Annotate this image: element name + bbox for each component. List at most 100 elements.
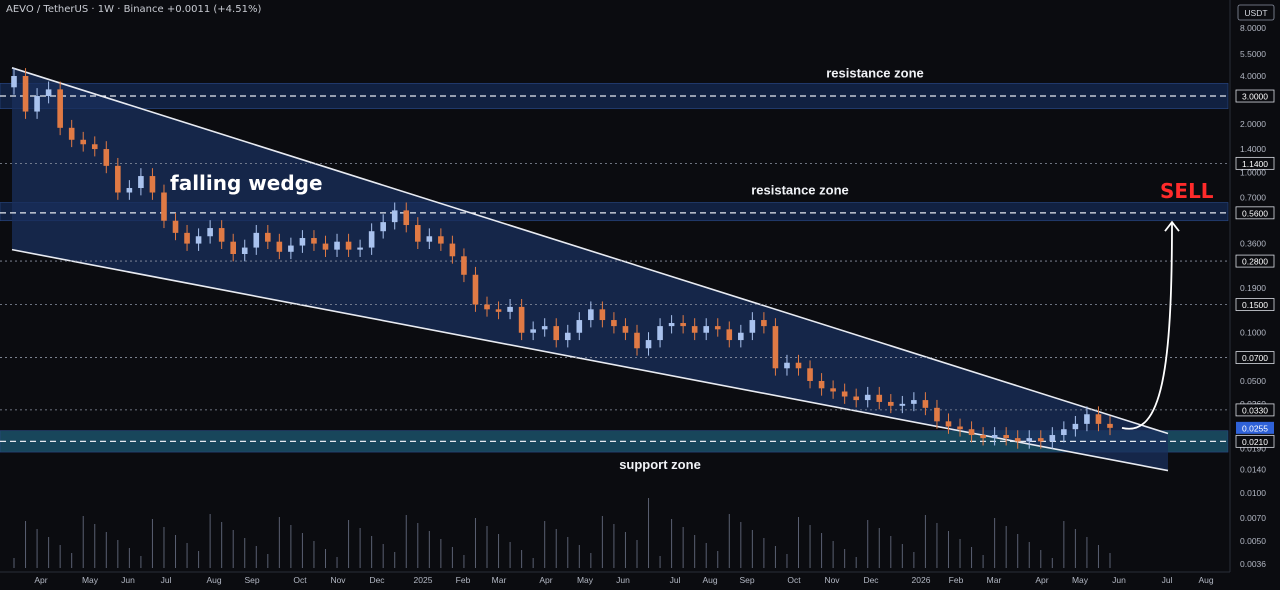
candle-body [1037,438,1044,442]
candle-body [1003,435,1009,439]
x-tick-label: Sep [739,575,754,585]
x-tick-label: Oct [293,575,307,585]
candle-body [888,401,894,406]
level-price-label: 0.0700 [1242,353,1268,363]
candle-body [911,400,917,404]
candle-body [391,210,398,223]
candle-body [1061,429,1067,436]
level-price-label: 0.0210 [1242,437,1268,447]
candle-body [357,247,363,250]
candle-body [853,396,859,401]
x-tick-label: Aug [1198,575,1213,585]
candle-body [772,326,779,369]
current-price-tag [1236,421,1274,434]
level-price-tag [1235,403,1275,417]
x-tick-label: Jun [616,575,630,585]
candle-body [564,332,571,341]
candle-body [588,309,594,321]
x-tick-label: Apr [539,575,552,585]
candle-body [841,391,848,397]
candle-body [276,241,283,252]
candle-body [68,127,75,140]
candle-body [876,394,883,402]
y-tick-label: 5.5000 [1240,49,1266,59]
candle-body [345,241,352,250]
x-tick-label: Apr [34,575,47,585]
candle-body [299,238,306,246]
candle-body [414,225,421,242]
level-price-label: 0.5600 [1242,208,1268,218]
candle-body [126,188,133,193]
x-tick-label: Jun [1112,575,1126,585]
candle-body [795,362,802,369]
level-price-tag [1235,298,1275,311]
candle-body [1107,423,1113,428]
x-tick-label: Aug [206,575,221,585]
candle-body [541,326,548,330]
candle-body [484,304,490,310]
candle-body [864,394,871,401]
separator: · [117,4,121,15]
candle-body [288,245,294,252]
candle-body [45,89,52,97]
candle-body [449,243,456,257]
candle-body [634,332,640,349]
unit-badge [1237,4,1275,21]
candle-body [680,323,686,327]
candle-body [576,320,583,333]
y-tick-label: 0.0100 [1240,488,1266,498]
candle-body [691,326,698,333]
x-tick-label: Apr [1035,575,1048,585]
candle-body [195,236,202,244]
candle-body [149,176,156,193]
candle-body [761,320,767,327]
candle-body [253,232,260,248]
level-price-label: 0.1500 [1242,300,1268,310]
symbol-label[interactable]: AEVO / TetherUS [6,4,89,15]
unit-label: USDT [1244,8,1267,18]
y-tick-label: 8.0000 [1240,23,1266,33]
candle-body [161,192,167,221]
candle-body [22,76,29,112]
x-tick-label: May [577,575,594,585]
candle-body [265,232,271,242]
candle-body [1049,435,1056,442]
level-price-tag [1235,351,1275,364]
candle-body [738,332,744,341]
candle-body [922,400,929,408]
x-tick-label: Nov [330,575,346,585]
candle-body [945,421,952,427]
candle-body [241,247,248,254]
candle-body [980,435,986,439]
x-tick-label: 2026 [912,575,931,585]
chart-header: AEVO / TetherUS · 1W · Binance +0.0011 (… [6,4,261,15]
candle-body [218,228,225,242]
x-tick-label: Dec [863,575,879,585]
current-price-label: 0.0255 [1242,423,1268,433]
candle-body [91,144,98,150]
separator: · [91,4,95,15]
candle-body [461,256,467,275]
candle-body [184,232,190,244]
candle-body [334,241,340,250]
candle-body [1084,414,1090,424]
y-tick-label: 0.1000 [1240,328,1266,338]
candle-body [495,309,502,312]
y-tick-label: 4.0000 [1240,71,1266,81]
level-price-label: 1.1400 [1242,159,1268,169]
candle-body [934,407,940,422]
x-tick-label: May [1072,575,1089,585]
y-tick-label: 0.0050 [1240,536,1266,546]
candle-body [80,139,87,145]
timeframe-label[interactable]: 1W [97,4,114,15]
candle-body [34,96,40,112]
support-zone-label: support zone [619,457,701,472]
projection-arrow [1121,222,1173,430]
y-tick-label: 0.0036 [1240,559,1266,569]
candle-body [991,435,998,439]
candle-body [11,76,17,88]
x-tick-label: May [82,575,99,585]
x-tick-label: Oct [787,575,801,585]
